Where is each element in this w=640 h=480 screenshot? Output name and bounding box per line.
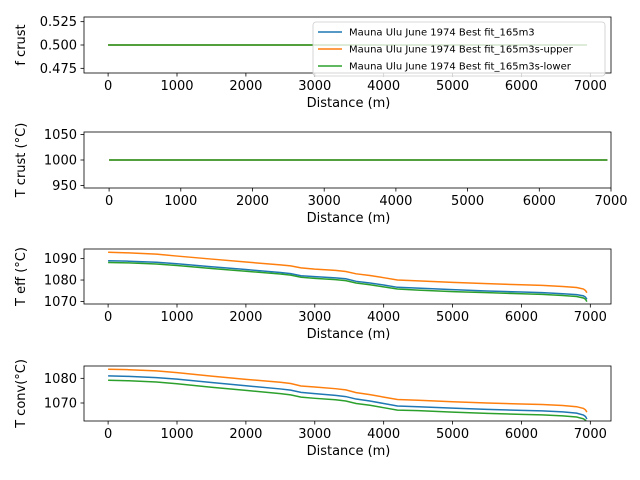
series-line-p2-0: [108, 260, 588, 300]
x-tick-label: 4000: [379, 194, 412, 209]
x-tick-label: 2000: [229, 310, 262, 325]
series-line-p3-0: [108, 375, 588, 420]
x-tick-label: 4000: [367, 79, 400, 94]
x-tick-label: 6000: [523, 194, 556, 209]
x-tick-label: 4000: [367, 310, 400, 325]
x-axis-label: Distance (m): [307, 327, 391, 342]
x-tick-label: 3000: [298, 427, 331, 442]
y-tick-label: 0.475: [40, 62, 77, 77]
legend: Mauna Ulu June 1974 Best fit_165m3 Mauna …: [312, 21, 606, 77]
series-line-p3-2: [108, 379, 587, 421]
x-tick-label: 3000: [298, 79, 331, 94]
x-axis-label: Distance (m): [307, 96, 391, 111]
y-tick-label: 1050: [44, 128, 77, 143]
x-tick-label: 4000: [367, 427, 400, 442]
series-line-p2-2: [108, 261, 588, 303]
x-tick-label: 7000: [594, 194, 627, 209]
x-tick-label: 0: [104, 79, 112, 94]
x-tick-label: 5000: [436, 310, 469, 325]
x-tick-label: 2000: [229, 427, 262, 442]
series-line-p3-1: [108, 368, 588, 413]
axes-frame-p2: [83, 248, 612, 305]
x-tick-label: 1000: [164, 194, 197, 209]
y-tick-label: 950: [52, 179, 77, 194]
plot-p3: 0 1000 2000 3000 4000 5000 6000 7000 1070 1080 Dis…: [14, 359, 612, 459]
x-tick-label: 5000: [436, 427, 469, 442]
x-tick-label: 2000: [229, 79, 262, 94]
y-tick-label: 1000: [44, 154, 77, 169]
x-tick-label: 6000: [505, 79, 538, 94]
y-tick-label: 1070: [44, 295, 77, 310]
x-tick-label: 6000: [505, 427, 538, 442]
x-tick-label: 7000: [574, 427, 607, 442]
legend-label: Mauna Ulu June 1974 Best fit_165m3s-uppe…: [349, 45, 574, 56]
x-tick-label: 3000: [298, 310, 331, 325]
x-tick-label: 3000: [308, 194, 341, 209]
y-tick-label: 1090: [44, 252, 77, 267]
y-axis-label: T eff (°C): [14, 247, 29, 307]
series-line-p2-1: [108, 251, 588, 294]
x-axis-label: Distance (m): [307, 211, 391, 226]
x-axis-label: Distance (m): [307, 444, 391, 459]
plot-p0: 0 1000 2000 3000 4000 5000 6000 7000 0.475 0.500 0…: [14, 15, 612, 111]
x-tick-label: 7000: [574, 79, 607, 94]
y-axis-label: f crust: [14, 24, 29, 65]
legend-label: Mauna Ulu June 1974 Best fit_165m3: [349, 28, 535, 39]
plot-p1: 0 1000 2000 3000 4000 5000 6000 7000 950 1000 1050…: [14, 123, 628, 226]
x-tick-label: 1000: [160, 310, 193, 325]
plot-p2: 0 1000 2000 3000 4000 5000 6000 7000 1070 1080 109…: [14, 247, 612, 342]
x-tick-label: 6000: [505, 310, 538, 325]
y-tick-label: 1080: [44, 372, 77, 387]
x-tick-label: 2000: [236, 194, 269, 209]
x-tick-label: 1000: [160, 427, 193, 442]
y-tick-label: 1080: [44, 274, 77, 289]
x-tick-label: 1000: [160, 79, 193, 94]
legend-box: [312, 21, 606, 77]
y-axis-label: T crust (°C): [14, 123, 29, 199]
y-tick-label: 0.500: [40, 39, 77, 54]
axes-frame-p3: [83, 365, 612, 422]
x-tick-label: 5000: [451, 194, 484, 209]
x-tick-label: 5000: [436, 79, 469, 94]
y-tick-label: 0.525: [40, 15, 77, 30]
x-tick-label: 0: [105, 194, 113, 209]
x-tick-label: 7000: [574, 310, 607, 325]
y-axis-label: T conv(°C): [14, 359, 29, 429]
x-tick-label: 0: [104, 310, 112, 325]
legend-label: Mauna Ulu June 1974 Best fit_165m3s-lowe…: [349, 62, 572, 73]
x-tick-label: 0: [104, 427, 112, 442]
y-tick-label: 1070: [44, 396, 77, 411]
